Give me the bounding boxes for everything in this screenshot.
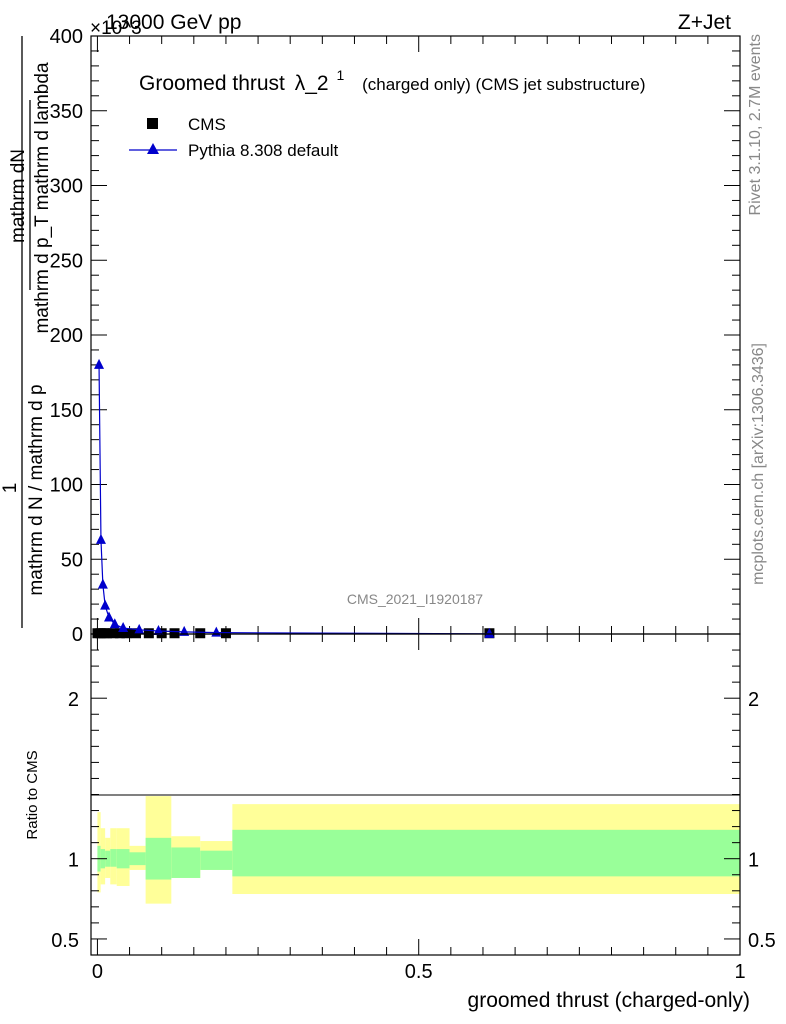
title-lambda: λ_2: [295, 72, 329, 95]
ratio-inner-band: [145, 837, 172, 880]
pythia-point: [100, 599, 111, 610]
y-label-rest: mathrm d p_T mathrm d lambda: [32, 62, 53, 333]
y-tick-label: 50: [61, 549, 83, 571]
ratio-inner-band: [232, 829, 740, 877]
legend-cms-label: CMS: [188, 115, 226, 134]
ratio-tick-label: 2: [68, 689, 79, 711]
pythia-point: [134, 623, 145, 634]
pythia-point: [211, 626, 222, 637]
ratio-tick-label: 0.5: [51, 930, 79, 952]
legend-cms-marker: [147, 118, 158, 129]
cms-point: [102, 628, 113, 639]
y-tick-label: 300: [50, 176, 83, 198]
y-label-top: mathrm dN: [8, 149, 29, 243]
y-tick-label: 250: [50, 250, 83, 272]
mcplots-label: mcplots.cern.ch [arXiv:1306.3436]: [750, 343, 767, 585]
y-tick-label: 150: [50, 400, 83, 422]
main-panel: Groomed thrust λ_2 1 (charged only) (CMS…: [0, 26, 741, 646]
y-label-rest-text: mathrm d p_T mathrm d lambda: [32, 62, 53, 333]
pythia-point: [153, 625, 164, 636]
x-ticks: 0 0.5 1: [92, 634, 746, 983]
legend-pythia-marker: [147, 143, 159, 154]
y-tick-label: 400: [50, 26, 83, 48]
y-axis-title: mathrm dN mathrm d p_T mathrm d lambda 1…: [0, 36, 53, 628]
pythia-point: [484, 627, 495, 638]
ratio-y-title: Ratio to CMS: [24, 750, 41, 839]
pythia-point: [103, 611, 114, 622]
ratio-tick-label-right: 2: [748, 689, 759, 711]
analysis-label: CMS_2021_I1920187: [347, 591, 483, 607]
cms-point: [169, 628, 180, 639]
ratio-panel: 0.5 0.51 12 2 0 0.5 1 Ratio to CMS groomed th…: [24, 633, 776, 1012]
ratio-y-ticks: 0.5 0.5 1 1 2 2: [51, 649, 776, 952]
cms-point: [195, 628, 206, 639]
cms-point: [114, 628, 125, 639]
chart-title: Groomed thrust λ_2 1 (charged only) (CMS…: [139, 62, 646, 95]
pythia-point: [118, 622, 129, 633]
ratio-tick-label-right: 0.5: [748, 930, 776, 952]
rivet-label: Rivet 3.1.10, 2.7M events: [747, 34, 764, 215]
x-tick-label: 1: [734, 961, 745, 983]
pythia-line: [98, 364, 490, 635]
pythia-point: [95, 533, 106, 544]
y-label-numerator: 1: [0, 483, 21, 494]
y-tick-label: 100: [50, 475, 83, 497]
legend: CMS Pythia 8.308 default: [129, 115, 339, 160]
x-tick-label: 0: [92, 961, 103, 983]
pythia-point: [109, 618, 120, 629]
title-rest: (charged only) (CMS jet substructure): [362, 75, 645, 94]
x-tick-label: 0.5: [405, 961, 433, 983]
cms-point: [108, 628, 119, 639]
x-axis-title: groomed thrust (charged-only): [468, 989, 750, 1012]
cms-point: [143, 628, 154, 639]
y-label-denominator: mathrm d N / mathrm d p: [26, 384, 47, 595]
y-tick-label: 200: [50, 325, 83, 347]
ratio-inner-band: [200, 850, 233, 870]
title-main: Groomed thrust: [139, 72, 285, 95]
main-y-ticks: 0 50 100 150 200 250 300 350 400: [50, 26, 741, 646]
header-right: Z+Jet: [678, 11, 731, 34]
ratio-tick-label: 1: [68, 850, 79, 872]
ratio-inner-band: [105, 850, 111, 867]
main-data-marks: [92, 358, 495, 639]
header-left: 13000 GeV pp: [106, 11, 241, 34]
pythia-point: [94, 358, 105, 369]
legend-pythia-label: Pythia 8.308 default: [188, 141, 339, 160]
y-tick-label: 350: [50, 101, 83, 123]
y-label-denominator-text: mathrm d N / mathrm d p: [26, 384, 47, 595]
ratio-inner-band: [110, 849, 117, 867]
ratio-inner-band: [129, 852, 146, 866]
cms-point: [121, 628, 132, 639]
y-exponent: ×10^3: [90, 18, 142, 39]
ratio-bands: [97, 796, 740, 904]
ratio-frame: [90, 633, 741, 956]
title-sup: 1: [336, 67, 344, 83]
pythia-point: [97, 578, 108, 589]
ratio-inner-band: [116, 849, 130, 869]
ratio-tick-label-right: 1: [748, 850, 759, 872]
ratio-inner-band: [171, 847, 201, 878]
y-tick-label: 0: [72, 624, 83, 646]
